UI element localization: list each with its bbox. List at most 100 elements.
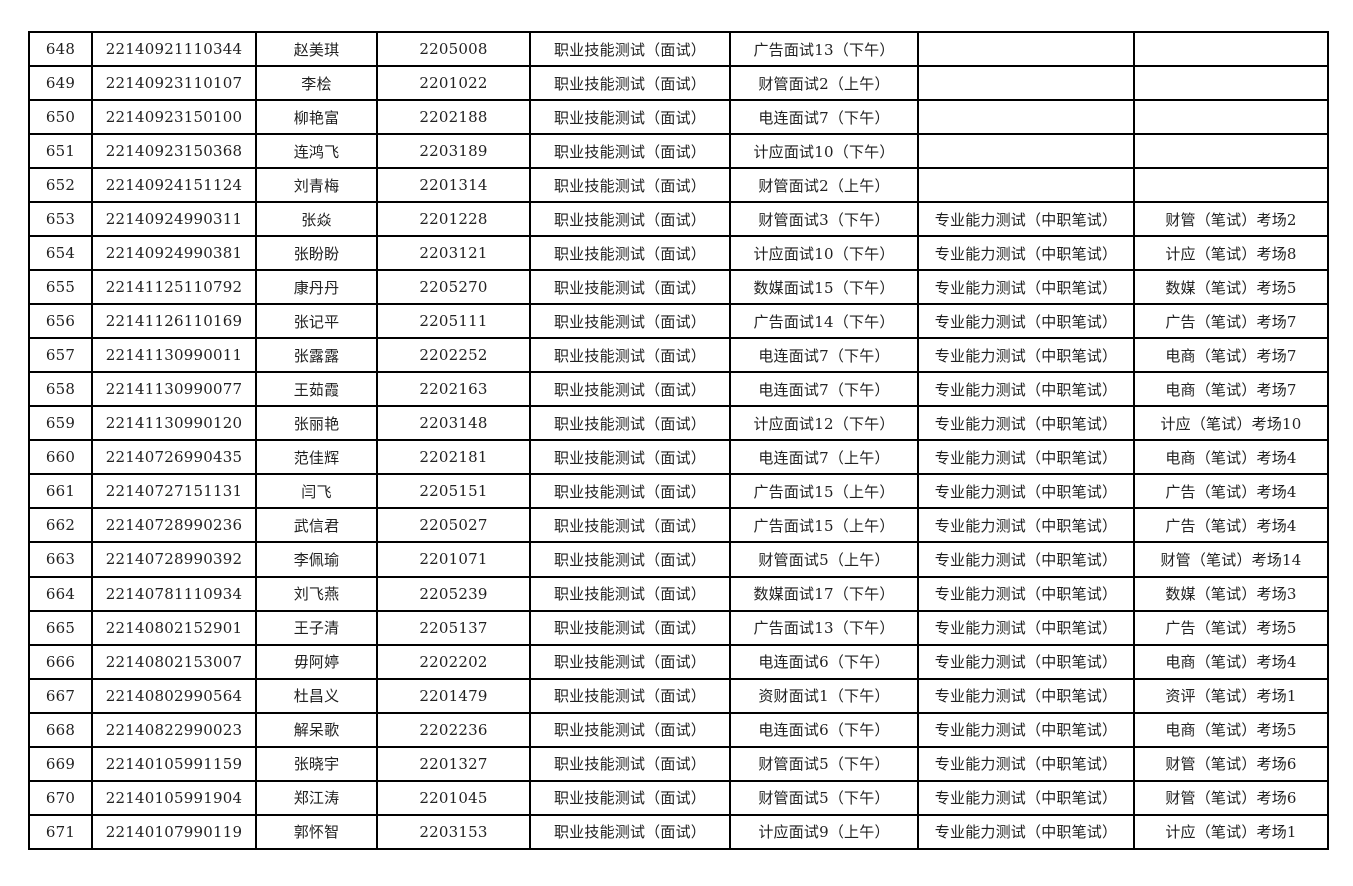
cell-room: 电商（笔试）考场5 <box>1133 711 1329 748</box>
cell-name: 张晓宇 <box>255 745 378 782</box>
cell-skill_test: 职业技能测试（面试） <box>529 813 731 851</box>
table-row: 669 22140105991159 张晓宇 2201327 职业技能测试（面试） 财管面… <box>28 745 1329 782</box>
table-body: 648 22140921110344 赵美琪 2205008 职业技能测试（面试） 广告面… <box>28 30 1329 851</box>
cell-seq: 650 <box>28 99 93 136</box>
cell-ability_test: 专业能力测试（中职笔试） <box>917 303 1135 340</box>
cell-reg_id: 22141125110792 <box>91 269 257 306</box>
cell-room: 财管（笔试）考场6 <box>1133 745 1329 782</box>
cell-reg_id: 22140924151124 <box>91 167 257 204</box>
cell-skill_test: 职业技能测试（面试） <box>529 99 731 136</box>
cell-session: 财管面试2（上午） <box>729 167 919 204</box>
cell-name: 杜昌义 <box>255 677 378 714</box>
cell-reg_id: 22140923110107 <box>91 65 257 102</box>
cell-seq: 658 <box>28 371 93 408</box>
cell-session: 广告面试15（上午） <box>729 473 919 510</box>
cell-session: 电连面试7（上午） <box>729 439 919 476</box>
cell-session: 财管面试2（上午） <box>729 65 919 102</box>
table-row: 654 22140924990381 张盼盼 2203121 职业技能测试（面试） 计应面… <box>28 235 1329 272</box>
cell-reg_id: 22140728990236 <box>91 507 257 544</box>
cell-seq: 665 <box>28 609 93 646</box>
cell-session: 财管面试5（上午） <box>729 541 919 578</box>
cell-name: 王子清 <box>255 609 378 646</box>
cell-session: 数媒面试17（下午） <box>729 575 919 612</box>
cell-seq: 663 <box>28 541 93 578</box>
table-row: 659 22141130990120 张丽艳 2203148 职业技能测试（面试） 计应面… <box>28 405 1329 442</box>
cell-ability_test: 专业能力测试（中职笔试） <box>917 405 1135 442</box>
cell-room: 数媒（笔试）考场3 <box>1133 575 1329 612</box>
cell-reg_id: 22140802152901 <box>91 609 257 646</box>
table-row: 657 22141130990011 张露露 2202252 职业技能测试（面试） 电连面… <box>28 337 1329 374</box>
cell-room <box>1133 167 1329 204</box>
cell-reg_id: 22140921110344 <box>91 30 257 68</box>
cell-room: 广告（笔试）考场4 <box>1133 473 1329 510</box>
cell-exam_no: 2203153 <box>376 813 531 851</box>
cell-reg_id: 22140923150100 <box>91 99 257 136</box>
cell-name: 李佩瑜 <box>255 541 378 578</box>
cell-exam_no: 2201045 <box>376 779 531 816</box>
table-row: 663 22140728990392 李佩瑜 2201071 职业技能测试（面试） 财管面… <box>28 541 1329 578</box>
cell-exam_no: 2202252 <box>376 337 531 374</box>
cell-exam_no: 2201314 <box>376 167 531 204</box>
cell-skill_test: 职业技能测试（面试） <box>529 439 731 476</box>
cell-session: 计应面试10（下午） <box>729 235 919 272</box>
cell-reg_id: 22140726990435 <box>91 439 257 476</box>
table-row: 653 22140924990311 张焱 2201228 职业技能测试（面试） 财管面试… <box>28 201 1329 238</box>
cell-session: 计应面试10（下午） <box>729 133 919 170</box>
cell-exam_no: 2205151 <box>376 473 531 510</box>
cell-name: 康丹丹 <box>255 269 378 306</box>
cell-skill_test: 职业技能测试（面试） <box>529 609 731 646</box>
table-row: 667 22140802990564 杜昌义 2201479 职业技能测试（面试） 资财面… <box>28 677 1329 714</box>
cell-skill_test: 职业技能测试（面试） <box>529 167 731 204</box>
cell-seq: 656 <box>28 303 93 340</box>
cell-ability_test <box>917 30 1135 68</box>
cell-name: 闫飞 <box>255 473 378 510</box>
cell-skill_test: 职业技能测试（面试） <box>529 235 731 272</box>
cell-skill_test: 职业技能测试（面试） <box>529 643 731 680</box>
cell-session: 电连面试6（下午） <box>729 643 919 680</box>
table-row: 651 22140923150368 连鸿飞 2203189 职业技能测试（面试） 计应面… <box>28 133 1329 170</box>
table-row: 650 22140923150100 柳艳富 2202188 职业技能测试（面试） 电连面… <box>28 99 1329 136</box>
cell-seq: 670 <box>28 779 93 816</box>
cell-name: 张焱 <box>255 201 378 238</box>
cell-ability_test: 专业能力测试（中职笔试） <box>917 779 1135 816</box>
cell-ability_test: 专业能力测试（中职笔试） <box>917 609 1135 646</box>
cell-ability_test: 专业能力测试（中职笔试） <box>917 677 1135 714</box>
cell-session: 财管面试5（下午） <box>729 779 919 816</box>
cell-session: 电连面试6（下午） <box>729 711 919 748</box>
cell-exam_no: 2201022 <box>376 65 531 102</box>
cell-ability_test: 专业能力测试（中职笔试） <box>917 745 1135 782</box>
table-row: 671 22140107990119 郭怀智 2203153 职业技能测试（面试） 计应面… <box>28 813 1329 851</box>
cell-exam_no: 2205111 <box>376 303 531 340</box>
cell-session: 财管面试5（下午） <box>729 745 919 782</box>
cell-ability_test: 专业能力测试（中职笔试） <box>917 575 1135 612</box>
cell-reg_id: 22140802990564 <box>91 677 257 714</box>
cell-exam_no: 2201228 <box>376 201 531 238</box>
cell-seq: 649 <box>28 65 93 102</box>
cell-skill_test: 职业技能测试（面试） <box>529 711 731 748</box>
cell-ability_test: 专业能力测试（中职笔试） <box>917 201 1135 238</box>
cell-ability_test: 专业能力测试（中职笔试） <box>917 371 1135 408</box>
cell-seq: 668 <box>28 711 93 748</box>
cell-exam_no: 2205008 <box>376 30 531 68</box>
cell-exam_no: 2202181 <box>376 439 531 476</box>
cell-exam_no: 2203121 <box>376 235 531 272</box>
cell-session: 广告面试13（下午） <box>729 30 919 68</box>
cell-ability_test <box>917 99 1135 136</box>
cell-seq: 664 <box>28 575 93 612</box>
cell-session: 广告面试14（下午） <box>729 303 919 340</box>
cell-exam_no: 2202236 <box>376 711 531 748</box>
cell-session: 广告面试15（上午） <box>729 507 919 544</box>
cell-reg_id: 22140924990311 <box>91 201 257 238</box>
cell-ability_test: 专业能力测试（中职笔试） <box>917 711 1135 748</box>
cell-name: 刘飞燕 <box>255 575 378 612</box>
cell-skill_test: 职业技能测试（面试） <box>529 677 731 714</box>
cell-exam_no: 2203189 <box>376 133 531 170</box>
cell-seq: 659 <box>28 405 93 442</box>
table-row: 666 22140802153007 毋阿婷 2202202 职业技能测试（面试） 电连面… <box>28 643 1329 680</box>
table-row: 658 22141130990077 王茹霞 2202163 职业技能测试（面试） 电连面… <box>28 371 1329 408</box>
cell-skill_test: 职业技能测试（面试） <box>529 575 731 612</box>
cell-seq: 652 <box>28 167 93 204</box>
cell-ability_test <box>917 167 1135 204</box>
cell-session: 计应面试9（上午） <box>729 813 919 851</box>
